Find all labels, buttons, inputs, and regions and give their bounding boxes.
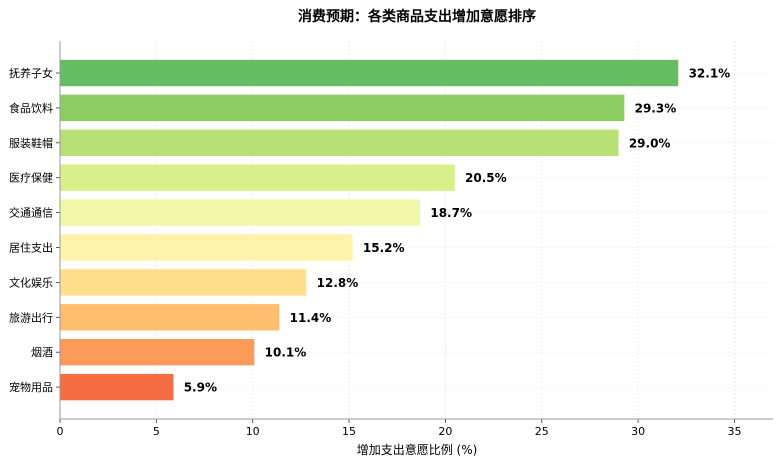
x-tick-label: 5 (153, 425, 160, 438)
labels: 0 5 10 15 20 25 30 35 抚养子女 32.1% 食品饮料 29.3% 服装鞋帽 29.0… (9, 66, 741, 438)
x-tick-label: 30 (631, 425, 645, 438)
data-label: 11.4% (290, 311, 332, 325)
data-label: 5.9% (184, 381, 217, 395)
category-label: 旅游出行 (9, 310, 53, 324)
x-axis-label: 增加支出意愿比例 (%) (357, 442, 478, 457)
category-label: 抚养子女 (9, 66, 53, 80)
chart-title: 消费预期：各类商品支出增加意愿排序 (298, 8, 536, 25)
x-tick-label: 15 (342, 425, 356, 438)
bar (59, 338, 255, 367)
data-label: 29.0% (629, 136, 671, 150)
data-label: 20.5% (465, 171, 507, 185)
category-label: 文化娱乐 (9, 275, 53, 289)
bar (59, 233, 354, 262)
data-label: 32.1% (689, 67, 731, 81)
category-label: 烟酒 (31, 345, 53, 359)
category-label: 医疗保健 (9, 171, 53, 185)
x-tick-label: 0 (57, 425, 64, 438)
data-label: 18.7% (430, 206, 472, 220)
data-label: 12.8% (317, 276, 359, 290)
bar (59, 268, 307, 297)
category-label: 食品饮料 (9, 101, 53, 115)
category-label: 居住支出 (9, 241, 53, 255)
data-label: 10.1% (265, 346, 307, 360)
bar (59, 163, 456, 192)
bar (59, 198, 421, 227)
x-tick-label: 10 (246, 425, 260, 438)
bar (59, 303, 280, 332)
axes (56, 41, 773, 423)
bar (59, 94, 625, 122)
category-label: 服装鞋帽 (9, 136, 53, 150)
category-label: 宠物用品 (9, 380, 53, 394)
x-tick-label: 35 (727, 425, 741, 438)
bar (59, 59, 679, 87)
category-label: 交通通信 (9, 206, 53, 220)
data-label: 29.3% (635, 101, 677, 115)
data-label: 15.2% (363, 241, 405, 255)
bar (59, 129, 620, 157)
bar (59, 373, 174, 401)
x-tick-label: 20 (438, 425, 452, 438)
x-tick-label: 25 (535, 425, 549, 438)
bars (59, 59, 679, 401)
